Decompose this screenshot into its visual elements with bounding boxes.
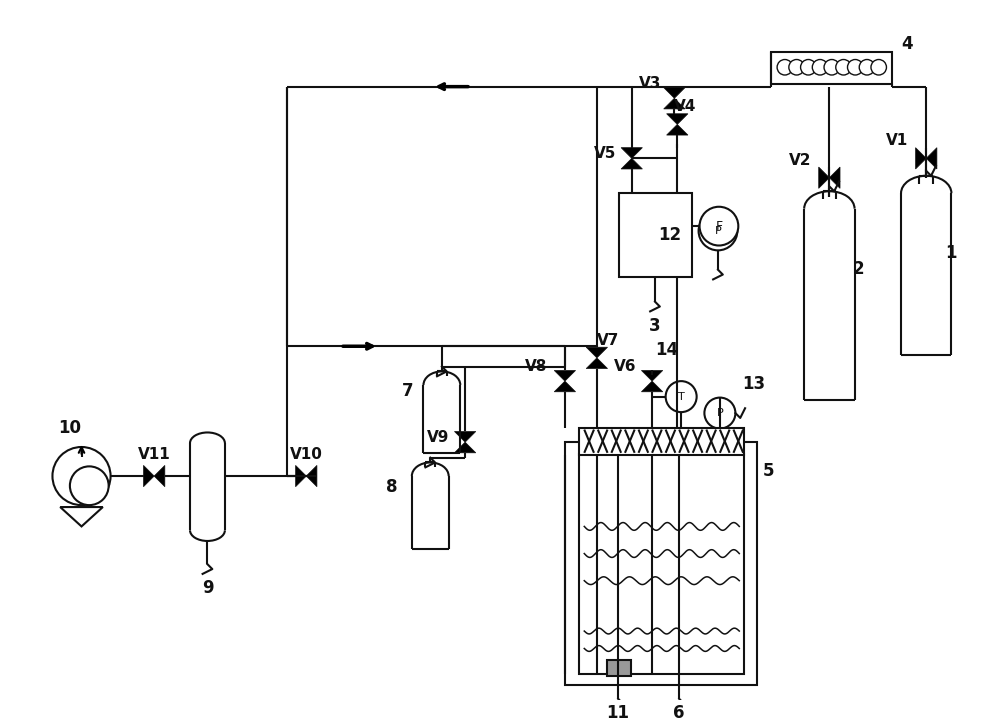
Polygon shape xyxy=(586,358,608,368)
Text: 3: 3 xyxy=(649,317,661,335)
Text: V9: V9 xyxy=(427,430,449,445)
Text: 6: 6 xyxy=(673,704,685,721)
Circle shape xyxy=(836,60,851,75)
Polygon shape xyxy=(819,167,829,188)
Polygon shape xyxy=(296,465,306,487)
Bar xyxy=(771,52,892,84)
Polygon shape xyxy=(641,381,663,392)
Polygon shape xyxy=(554,371,576,381)
Text: V1: V1 xyxy=(886,133,908,149)
Text: 9: 9 xyxy=(202,580,213,598)
Circle shape xyxy=(859,60,875,75)
Polygon shape xyxy=(667,125,688,135)
Circle shape xyxy=(70,466,109,505)
Text: 1: 1 xyxy=(945,244,956,262)
Text: V4: V4 xyxy=(674,99,696,115)
Circle shape xyxy=(847,60,863,75)
Text: 10: 10 xyxy=(58,419,81,437)
Circle shape xyxy=(871,60,886,75)
Circle shape xyxy=(700,207,738,246)
Text: P: P xyxy=(715,226,721,236)
Polygon shape xyxy=(60,507,103,526)
Text: V10: V10 xyxy=(290,447,323,462)
Polygon shape xyxy=(829,167,840,188)
Bar xyxy=(619,193,692,276)
Bar xyxy=(579,428,744,455)
Circle shape xyxy=(699,211,737,250)
Polygon shape xyxy=(667,114,688,125)
Text: 7: 7 xyxy=(402,382,414,400)
Text: F: F xyxy=(715,220,722,233)
Polygon shape xyxy=(306,465,317,487)
Circle shape xyxy=(789,60,804,75)
Text: V2: V2 xyxy=(789,153,812,168)
Polygon shape xyxy=(621,148,642,159)
Text: V7: V7 xyxy=(597,333,620,348)
Text: V8: V8 xyxy=(525,359,547,374)
Bar xyxy=(607,660,631,676)
Bar xyxy=(579,454,744,673)
Text: V3: V3 xyxy=(639,76,661,92)
Polygon shape xyxy=(926,148,937,169)
Polygon shape xyxy=(664,88,685,98)
Circle shape xyxy=(666,381,697,412)
Polygon shape xyxy=(554,381,576,392)
Text: 8: 8 xyxy=(386,478,397,496)
Circle shape xyxy=(824,60,840,75)
Text: 11: 11 xyxy=(607,704,630,721)
Text: V11: V11 xyxy=(138,447,171,462)
Text: 5: 5 xyxy=(763,462,774,480)
Circle shape xyxy=(812,60,828,75)
Polygon shape xyxy=(641,371,663,381)
Text: 4: 4 xyxy=(901,35,913,53)
Text: 2: 2 xyxy=(853,260,864,278)
Polygon shape xyxy=(454,442,476,453)
Text: 13: 13 xyxy=(742,375,765,393)
Polygon shape xyxy=(664,98,685,109)
Text: V6: V6 xyxy=(614,359,636,374)
Text: V5: V5 xyxy=(593,146,616,161)
Polygon shape xyxy=(454,431,476,442)
Text: T: T xyxy=(678,392,685,402)
Circle shape xyxy=(777,60,793,75)
Polygon shape xyxy=(586,348,608,358)
Polygon shape xyxy=(916,148,926,169)
Polygon shape xyxy=(144,465,154,487)
Text: P: P xyxy=(717,408,723,418)
Circle shape xyxy=(704,397,735,428)
Polygon shape xyxy=(154,465,165,487)
Bar xyxy=(565,442,757,685)
Circle shape xyxy=(801,60,816,75)
Text: 14: 14 xyxy=(655,341,678,359)
Polygon shape xyxy=(621,159,642,169)
Text: 12: 12 xyxy=(658,226,681,244)
Circle shape xyxy=(52,447,111,505)
